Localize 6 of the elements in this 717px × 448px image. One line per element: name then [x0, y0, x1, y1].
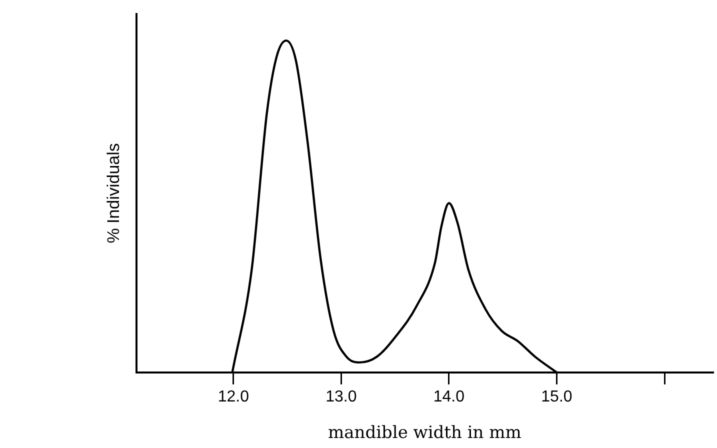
y-axis-title: % Individuals	[104, 143, 123, 244]
x-tick-label: 15.0	[541, 388, 572, 406]
x-axis-title: mandible width in mm	[328, 423, 522, 444]
x-tick-label: 12.0	[218, 388, 250, 406]
x-tick-label: 14.0	[433, 388, 465, 406]
x-tick-label: 13.0	[326, 388, 357, 406]
